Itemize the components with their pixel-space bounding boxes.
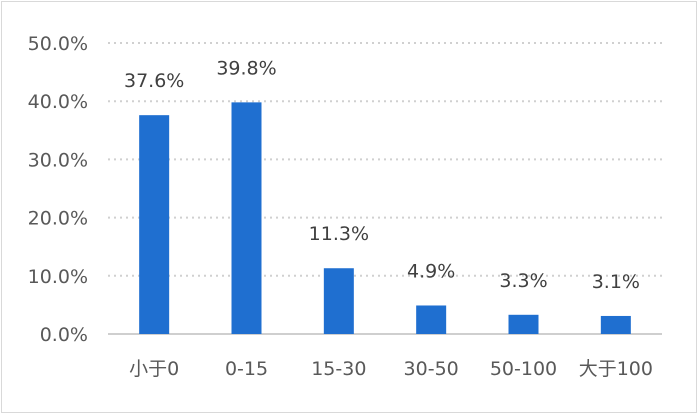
data-label: 11.3% <box>309 223 369 245</box>
y-tick-label: 40.0% <box>28 91 88 113</box>
category-label: 大于100 <box>579 358 653 380</box>
data-label: 4.9% <box>407 260 455 282</box>
category-label: 30-50 <box>404 358 459 380</box>
category-labels: 小于0 0-15 15-30 30-50 50-100 大于100 <box>129 358 653 380</box>
category-label: 0-15 <box>225 358 268 380</box>
y-tick-label: 0.0% <box>40 324 88 346</box>
bar <box>600 315 631 334</box>
bar <box>139 115 170 334</box>
category-label: 50-100 <box>490 358 557 380</box>
data-label: 3.1% <box>592 271 640 293</box>
data-label: 39.8% <box>216 57 276 79</box>
category-label: 小于0 <box>129 358 179 380</box>
y-axis-ticks: 0.0% 10.0% 20.0% 30.0% 40.0% 50.0% <box>28 33 88 346</box>
y-tick-label: 10.0% <box>28 266 88 288</box>
y-tick-label: 30.0% <box>28 149 88 171</box>
category-label: 15-30 <box>311 358 366 380</box>
gridlines <box>108 42 662 335</box>
bar <box>231 102 262 334</box>
data-labels: 37.6% 39.8% 11.3% 4.9% 3.3% 3.1% <box>124 57 640 293</box>
data-label: 3.3% <box>499 270 547 292</box>
y-tick-label: 20.0% <box>28 208 88 230</box>
bar <box>323 268 354 334</box>
data-label: 37.6% <box>124 70 184 92</box>
bar <box>416 305 447 334</box>
bars <box>139 102 631 334</box>
bar <box>508 314 539 334</box>
y-tick-label: 50.0% <box>28 33 88 55</box>
